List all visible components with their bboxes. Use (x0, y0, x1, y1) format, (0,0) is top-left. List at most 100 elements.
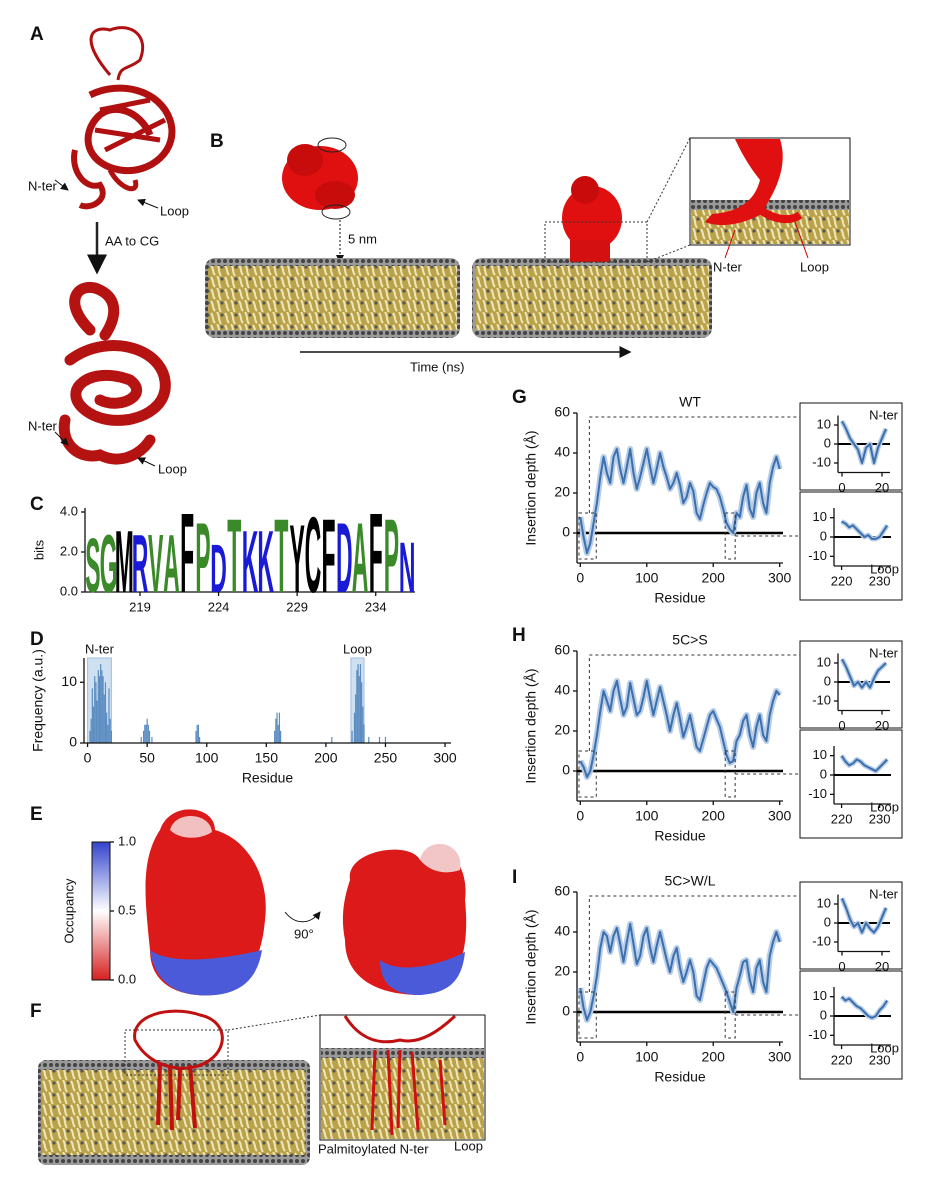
y-tick-label: 40 (554, 444, 570, 460)
y-tick-label: 40 (554, 923, 570, 939)
bar (96, 700, 98, 743)
bar (355, 694, 357, 743)
y-tick-label: 60 (554, 642, 570, 658)
pointer (794, 221, 809, 259)
bar (276, 712, 278, 743)
panel-label: B (210, 131, 224, 152)
bar (361, 682, 363, 743)
logo-letter: D (336, 504, 353, 614)
y-tick-label: 10 (813, 747, 827, 762)
y-tick-label: -10 (812, 454, 831, 469)
colorbar (91, 841, 111, 981)
x-axis-label: Residue (654, 828, 706, 844)
x-tick-label: 200 (314, 750, 338, 766)
membrane-heads (691, 200, 849, 210)
y-tick-label: -10 (808, 786, 827, 801)
x-tick-label: 0 (576, 808, 584, 824)
logo-letter: A (163, 517, 180, 610)
bar (196, 724, 198, 743)
zoom-box (124, 1029, 229, 1076)
y-tick-label: 10 (813, 509, 827, 524)
zoom-box (724, 750, 736, 798)
y-tick-label: 0 (562, 524, 570, 540)
bar (142, 730, 145, 743)
protein-surface (562, 186, 622, 250)
line (579, 680, 781, 778)
inset-frame (799, 970, 903, 1080)
annotation: Loop (160, 203, 189, 218)
panel-label: F (30, 1001, 42, 1022)
bar (91, 688, 93, 743)
annotation: Loop (800, 259, 829, 274)
bar (275, 718, 277, 743)
surface (145, 809, 266, 996)
inset-label: N-ter (869, 407, 899, 422)
bar (110, 730, 113, 743)
zoom-box (544, 221, 648, 263)
y-tick-label: 0 (820, 766, 827, 781)
x-tick-label: 100 (635, 808, 659, 824)
bar (95, 682, 97, 743)
y-axis-label: bits (31, 539, 46, 560)
arrow (54, 179, 69, 191)
y-tick-label: 60 (554, 404, 570, 420)
x-tick-label: 200 (702, 808, 726, 824)
x-tick-label: 220 (831, 811, 853, 826)
y-tick-label: 0.0 (118, 971, 136, 986)
y-tick-label: 0 (824, 673, 831, 688)
x-axis-label: Residue (654, 590, 706, 606)
zoom-box (724, 512, 736, 560)
bar (280, 730, 282, 743)
bar (145, 724, 147, 743)
zoom-connector (588, 416, 800, 513)
zoom-inset (689, 137, 851, 246)
x-tick-label: 200 (702, 570, 726, 586)
x-tick-label: 100 (635, 1049, 659, 1065)
x-tick-label: 0 (838, 480, 845, 495)
cg-loop (69, 281, 120, 341)
line (841, 420, 887, 464)
x-tick-label: 220 (831, 1052, 853, 1067)
x-tick-label: 300 (433, 750, 457, 766)
bar (147, 724, 149, 743)
x-tick-label: 300 (768, 808, 792, 824)
x-tick-label: 100 (635, 570, 659, 586)
x-tick-label: 200 (702, 1049, 726, 1065)
panel-label: E (30, 804, 43, 825)
cg-protein (58, 281, 171, 465)
y-tick-label: 1.0 (118, 833, 136, 848)
logo-letter: D (210, 529, 227, 607)
arrow (137, 457, 156, 467)
protein-blob (282, 144, 358, 210)
bar (278, 712, 281, 743)
inset-frame (799, 491, 903, 601)
cg-nter (58, 414, 156, 465)
y-tick-label: 0 (562, 1003, 570, 1019)
y-tick-label: 10 (61, 673, 77, 689)
bar (104, 682, 107, 743)
protein-ribbon (133, 1009, 224, 1070)
x-tick-label: 230 (869, 811, 891, 826)
line (841, 520, 889, 540)
x-tick-label: 20 (875, 959, 889, 974)
y-tick-label: 10 (813, 988, 827, 1003)
panel-label: A (30, 24, 44, 45)
y-tick-label: 0 (69, 734, 77, 750)
membrane-tails (321, 1055, 484, 1139)
zoom-box (578, 512, 597, 560)
logo-letter: T (274, 498, 288, 615)
logo-letter: S (85, 523, 100, 610)
annotation: AA to CG (105, 233, 159, 248)
x-tick-label: 230 (869, 1052, 891, 1067)
nter-ribbon (71, 149, 106, 210)
bar (144, 724, 146, 743)
arrow (137, 198, 159, 209)
outline-marker (321, 204, 351, 220)
logo-letter: A (352, 504, 369, 614)
y-tick-label: 0 (562, 762, 570, 778)
y-tick-label: 0.5 (118, 902, 136, 917)
annotation: N-ter (28, 418, 58, 433)
y-tick-label: 0 (824, 914, 831, 929)
y-tick-label: 0.0 (60, 583, 78, 598)
y-axis-label: Insertion depth (Å) (523, 909, 539, 1024)
